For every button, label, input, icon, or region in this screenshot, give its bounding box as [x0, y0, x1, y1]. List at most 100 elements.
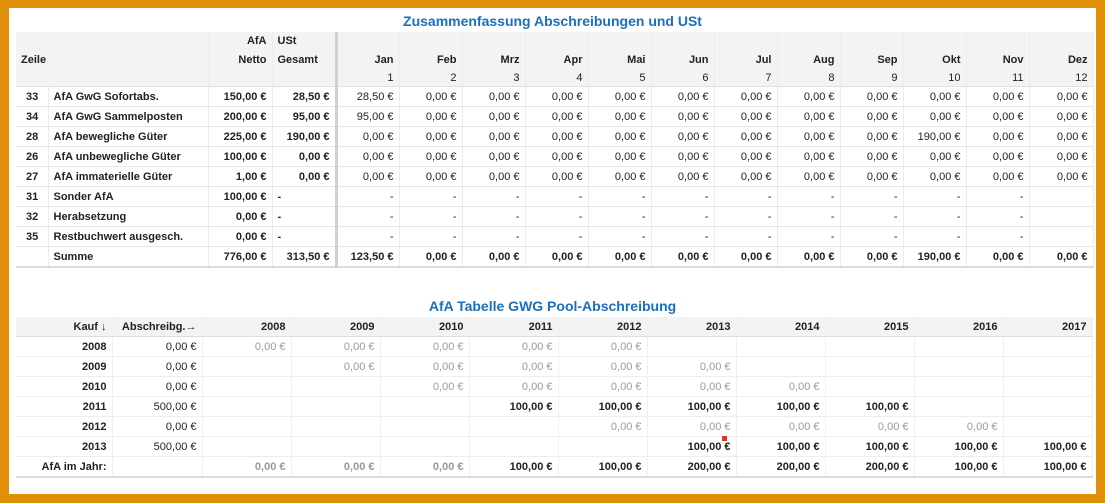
- depreciation-value[interactable]: 100,00 €: [647, 436, 737, 457]
- sum-month[interactable]: 0,00 €: [588, 246, 652, 268]
- kauf-amount[interactable]: 0,00 €: [112, 416, 203, 437]
- header-year[interactable]: 2009: [291, 317, 381, 337]
- depreciation-value[interactable]: 0,00 €: [647, 376, 737, 397]
- depreciation-value[interactable]: [914, 396, 1004, 417]
- depreciation-value[interactable]: [914, 336, 1004, 357]
- depreciation-value[interactable]: [202, 356, 292, 377]
- depreciation-value[interactable]: 100,00 €: [825, 396, 915, 417]
- header-month-number[interactable]: 4: [525, 69, 589, 87]
- zeile-number[interactable]: 26: [16, 146, 49, 167]
- depreciation-value[interactable]: [558, 436, 648, 457]
- footer-total[interactable]: 100,00 €: [1003, 456, 1093, 478]
- month-value[interactable]: -: [777, 206, 841, 227]
- month-value[interactable]: 0,00 €: [462, 146, 526, 167]
- month-value[interactable]: -: [399, 206, 463, 227]
- month-value[interactable]: -: [651, 186, 715, 207]
- month-value[interactable]: -: [714, 186, 778, 207]
- month-value[interactable]: 0,00 €: [966, 126, 1030, 147]
- month-value[interactable]: -: [399, 226, 463, 247]
- ust-value[interactable]: 28,50 €: [272, 86, 338, 107]
- month-value[interactable]: [1029, 226, 1094, 247]
- depreciation-value[interactable]: 0,00 €: [380, 376, 470, 397]
- zeile-number[interactable]: 35: [16, 226, 49, 247]
- footer-label[interactable]: AfA im Jahr:: [16, 456, 113, 478]
- afa-value[interactable]: 150,00 €: [208, 86, 273, 107]
- kauf-year[interactable]: 2010: [16, 376, 113, 397]
- header-month[interactable]: Nov: [966, 50, 1030, 69]
- header-month[interactable]: Apr: [525, 50, 589, 69]
- month-value[interactable]: 95,00 €: [336, 106, 400, 127]
- month-value[interactable]: 0,00 €: [966, 146, 1030, 167]
- ust-value[interactable]: -: [272, 206, 338, 227]
- sum-month[interactable]: 190,00 €: [903, 246, 967, 268]
- header-month[interactable]: Jun: [651, 50, 715, 69]
- kauf-year[interactable]: 2013: [16, 436, 113, 457]
- kauf-year[interactable]: 2009: [16, 356, 113, 377]
- month-value[interactable]: -: [966, 186, 1030, 207]
- month-value[interactable]: -: [651, 226, 715, 247]
- month-value[interactable]: 0,00 €: [525, 106, 589, 127]
- header-year[interactable]: 2012: [558, 317, 648, 337]
- comment-marker[interactable]: [722, 436, 727, 441]
- row-label[interactable]: AfA unbewegliche Güter: [48, 146, 209, 167]
- footer-total[interactable]: 100,00 €: [558, 456, 648, 478]
- afa-value[interactable]: 100,00 €: [208, 186, 273, 207]
- month-value[interactable]: -: [903, 186, 967, 207]
- afa-value[interactable]: 100,00 €: [208, 146, 273, 167]
- depreciation-value[interactable]: [291, 416, 381, 437]
- month-value[interactable]: 0,00 €: [840, 106, 904, 127]
- month-value[interactable]: 0,00 €: [336, 166, 400, 187]
- month-value[interactable]: -: [777, 226, 841, 247]
- zeile-number[interactable]: 28: [16, 126, 49, 147]
- month-value[interactable]: [1029, 206, 1094, 227]
- header-year[interactable]: 2014: [736, 317, 826, 337]
- depreciation-value[interactable]: 0,00 €: [558, 336, 648, 357]
- depreciation-value[interactable]: [380, 416, 470, 437]
- month-value[interactable]: -: [525, 186, 589, 207]
- header-cell[interactable]: [272, 69, 338, 87]
- row-label[interactable]: AfA bewegliche Güter: [48, 126, 209, 147]
- month-value[interactable]: 0,00 €: [525, 86, 589, 107]
- header-month-number[interactable]: 11: [966, 69, 1030, 87]
- header-month[interactable]: Mrz: [462, 50, 526, 69]
- ust-value[interactable]: -: [272, 226, 338, 247]
- depreciation-value[interactable]: 0,00 €: [380, 356, 470, 377]
- depreciation-value[interactable]: 0,00 €: [736, 416, 826, 437]
- month-value[interactable]: -: [588, 226, 652, 247]
- month-value[interactable]: -: [525, 226, 589, 247]
- footer-total[interactable]: 0,00 €: [291, 456, 381, 478]
- header-month-number[interactable]: 7: [714, 69, 778, 87]
- depreciation-value[interactable]: 0,00 €: [647, 416, 737, 437]
- kauf-year[interactable]: 2011: [16, 396, 113, 417]
- header-afa[interactable]: AfA: [208, 32, 273, 50]
- header-month[interactable]: Okt: [903, 50, 967, 69]
- zeile-number[interactable]: 27: [16, 166, 49, 187]
- header-month-number[interactable]: 12: [1029, 69, 1094, 87]
- zeile-number[interactable]: 31: [16, 186, 49, 207]
- depreciation-value[interactable]: 100,00 €: [825, 436, 915, 457]
- depreciation-value[interactable]: [914, 376, 1004, 397]
- sum-month[interactable]: 0,00 €: [462, 246, 526, 268]
- month-value[interactable]: 0,00 €: [840, 166, 904, 187]
- depreciation-value[interactable]: [825, 336, 915, 357]
- depreciation-value[interactable]: [291, 396, 381, 417]
- header-year[interactable]: 2008: [202, 317, 292, 337]
- depreciation-value[interactable]: 0,00 €: [647, 356, 737, 377]
- depreciation-value[interactable]: [202, 396, 292, 417]
- month-value[interactable]: 0,00 €: [840, 126, 904, 147]
- header-cell[interactable]: [1029, 32, 1094, 50]
- ust-value[interactable]: 0,00 €: [272, 146, 338, 167]
- month-value[interactable]: 0,00 €: [903, 106, 967, 127]
- depreciation-value[interactable]: [202, 416, 292, 437]
- sum-afa[interactable]: 776,00 €: [208, 246, 273, 268]
- depreciation-value[interactable]: [202, 376, 292, 397]
- footer-total[interactable]: 0,00 €: [380, 456, 470, 478]
- sum-month[interactable]: 0,00 €: [525, 246, 589, 268]
- depreciation-value[interactable]: 100,00 €: [647, 396, 737, 417]
- depreciation-value[interactable]: [825, 376, 915, 397]
- month-value[interactable]: 0,00 €: [588, 106, 652, 127]
- month-value[interactable]: 0,00 €: [903, 146, 967, 167]
- month-value[interactable]: 0,00 €: [462, 106, 526, 127]
- month-value[interactable]: 0,00 €: [399, 86, 463, 107]
- month-value[interactable]: 0,00 €: [651, 126, 715, 147]
